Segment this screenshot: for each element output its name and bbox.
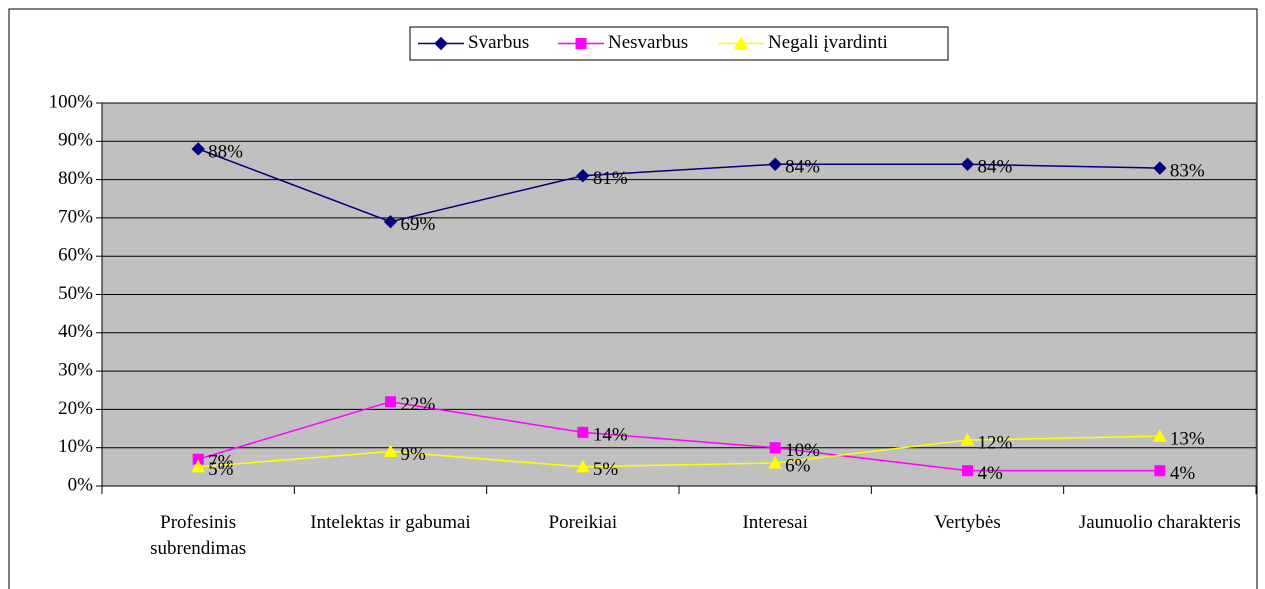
- data-label: 12%: [978, 432, 1013, 453]
- x-tick-label: Intelektas ir gabumai: [310, 512, 471, 533]
- marker: [768, 455, 783, 469]
- data-label: 5%: [208, 459, 234, 480]
- marker: [962, 465, 973, 477]
- y-tick-label: 70%: [58, 206, 93, 227]
- marker: [385, 396, 396, 408]
- data-label: 84%: [785, 157, 820, 178]
- series-line: [198, 435, 1160, 468]
- y-tick-label: 100%: [49, 91, 94, 112]
- marker: [576, 169, 590, 183]
- legend-label: Svarbus: [468, 32, 529, 53]
- marker: [1152, 429, 1167, 442]
- data-label: 81%: [593, 168, 628, 189]
- data-label: 4%: [1170, 463, 1196, 484]
- y-tick-label: 60%: [58, 245, 93, 266]
- y-tick-label: 80%: [58, 168, 93, 189]
- marker: [768, 157, 782, 171]
- marker: [960, 432, 975, 446]
- marker: [191, 142, 205, 156]
- y-tick-label: 10%: [58, 436, 93, 457]
- data-label: 88%: [208, 141, 243, 162]
- marker: [1153, 161, 1167, 175]
- marker: [434, 36, 448, 51]
- y-tick-label: 30%: [58, 359, 93, 380]
- marker: [383, 444, 398, 458]
- x-tick-label: Interesai: [742, 512, 808, 533]
- data-label: 69%: [401, 214, 436, 235]
- marker: [383, 215, 398, 229]
- legend-label: Negali įvardinti: [768, 32, 888, 53]
- data-label: 13%: [1170, 429, 1205, 450]
- data-label: 7%: [208, 452, 234, 473]
- marker: [1154, 465, 1166, 477]
- data-label: 5%: [593, 459, 619, 480]
- x-tick-label: Poreikiai: [548, 512, 618, 533]
- x-tick-label: Profesinis subrendimas: [150, 512, 247, 559]
- marker: [769, 442, 781, 454]
- data-label: 22%: [401, 394, 436, 415]
- y-tick-label: 40%: [58, 321, 93, 342]
- data-label: 6%: [785, 455, 811, 476]
- data-label: 9%: [401, 444, 427, 465]
- data-label: 4%: [978, 463, 1004, 484]
- marker: [734, 36, 748, 49]
- legend-label: Nesvarbus: [608, 32, 688, 53]
- marker: [575, 459, 590, 473]
- marker: [575, 38, 587, 49]
- y-tick-label: 20%: [58, 398, 93, 419]
- frame: [8, 8, 1258, 589]
- data-label: 84%: [978, 157, 1013, 178]
- data-label: 14%: [593, 425, 628, 446]
- x-tick-label: Jaunuolio charakteris: [1078, 512, 1241, 533]
- y-tick-label: 0%: [68, 474, 94, 495]
- legend-box: [409, 26, 949, 61]
- marker: [577, 426, 589, 438]
- series-line: [197, 400, 1160, 472]
- series-line: [197, 148, 1160, 223]
- y-tick-label: 90%: [58, 130, 93, 151]
- data-label: 10%: [785, 440, 820, 461]
- x-tick-label: Vertybės: [934, 512, 1001, 533]
- y-tick-label: 50%: [58, 283, 93, 304]
- marker: [960, 157, 975, 171]
- data-label: 83%: [1170, 160, 1205, 181]
- marker: [191, 459, 206, 473]
